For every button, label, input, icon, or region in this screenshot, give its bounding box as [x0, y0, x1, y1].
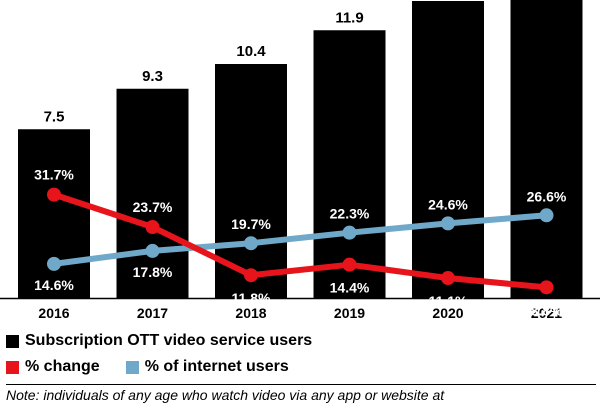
legend-item-change: % change [6, 358, 100, 376]
bar-2016 [18, 129, 90, 298]
legend-row-2: % change % of internet users [6, 354, 596, 380]
point-label-pct-change: 23.7% [133, 199, 173, 215]
point-internet-users [441, 216, 455, 231]
line-internet-users [51, 212, 550, 267]
bar-value-label: 10.4 [236, 43, 266, 60]
x-tick-label: 2019 [334, 305, 365, 321]
point-label-internet-users: 26.6% [527, 188, 567, 204]
point-internet-users [145, 243, 160, 258]
point-label-internet-users: 17.8% [133, 264, 173, 280]
x-tick-label: 2021 [531, 305, 562, 321]
x-tick-label: 2017 [137, 305, 168, 321]
bar-2021 [510, 0, 583, 298]
legend-row-1: Subscription OTT video service users [6, 328, 596, 354]
point-label-internet-users: 24.6% [428, 196, 468, 212]
x-tick-label: 2020 [432, 305, 463, 321]
bar-value-label: 7.5 [44, 108, 65, 125]
bar-2019 [313, 30, 386, 298]
point-pct-change [145, 220, 160, 235]
legend-swatch-bar [6, 334, 19, 348]
legend-label-bar: Subscription OTT video service users [25, 332, 313, 349]
bar-value-label: 11.9 [335, 9, 363, 26]
point-pct-change [539, 280, 554, 295]
point-pct-change [342, 257, 357, 272]
point-internet-users [244, 236, 258, 251]
legend-swatch-internet [125, 360, 139, 374]
legend-item-bar: Subscription OTT video service users [6, 332, 312, 350]
point-label-internet-users: 19.7% [231, 216, 271, 232]
point-internet-users [47, 256, 61, 271]
point-label-pct-change: 14.4% [330, 280, 370, 296]
point-label-internet-users: 22.3% [330, 206, 370, 222]
bar-value-label: 9.3 [142, 68, 163, 85]
x-tick-label: 2016 [38, 305, 69, 321]
bar-2020 [412, 1, 484, 298]
bar-2017 [116, 88, 189, 298]
chart-canvas: 7.59.310.411.913.22016201720182019202020… [0, 0, 600, 321]
point-label-internet-users: 14.6% [34, 277, 74, 293]
point-label-pct-change: 31.7% [34, 167, 74, 183]
legend-label-change: % change [25, 358, 100, 375]
point-internet-users [342, 225, 357, 240]
legend-label-internet: % of internet users [144, 358, 289, 375]
chart-note: Note: individuals of any age who watch v… [6, 384, 596, 403]
point-internet-users [539, 208, 554, 223]
bar-2018 [215, 64, 287, 298]
point-pct-change [47, 187, 61, 202]
chart-legend: Subscription OTT video service users % c… [6, 328, 596, 380]
line-pct-change [51, 191, 550, 291]
point-pct-change [441, 271, 455, 286]
legend-item-internet: % of internet users [125, 358, 289, 376]
point-label-pct-change: 11.8% [232, 290, 271, 306]
point-pct-change [244, 268, 258, 283]
point-label-pct-change: 8.8% [531, 302, 563, 318]
legend-swatch-change [6, 360, 19, 374]
x-tick-label: 2018 [235, 305, 266, 321]
point-label-pct-change: 11.1% [429, 293, 468, 309]
